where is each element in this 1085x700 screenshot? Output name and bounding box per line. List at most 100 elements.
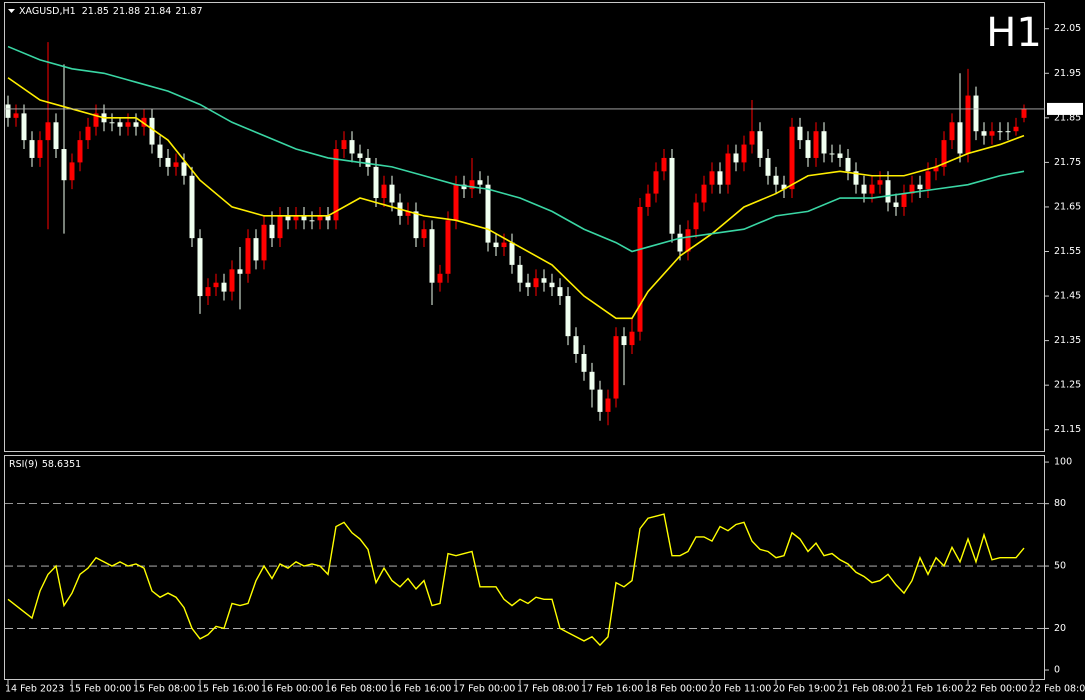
candle-body xyxy=(525,282,531,288)
x-tick-label: 20 Feb 19:00 xyxy=(773,684,835,695)
candle-body xyxy=(461,184,467,190)
candle-body xyxy=(565,296,571,337)
candle-body xyxy=(901,193,907,207)
candle-body xyxy=(21,113,27,141)
candle-body xyxy=(605,398,611,412)
symbol: XAGUSD,H1 xyxy=(19,6,76,17)
symbol-header: XAGUSD,H1 21.85 21.88 21.84 21.87 xyxy=(19,6,203,17)
candle-body xyxy=(37,140,43,158)
candle-body xyxy=(709,171,715,185)
candle-body xyxy=(469,180,475,190)
y-tick-label: 21.85 xyxy=(1054,112,1081,123)
candle-body xyxy=(53,122,59,150)
y-tick-label: 21.95 xyxy=(1054,68,1081,79)
rsi-title: RSI(9) xyxy=(9,459,38,470)
y-tick-label: 20 xyxy=(1054,623,1066,634)
rsi-panel-frame xyxy=(4,455,1045,680)
candle-body xyxy=(93,113,99,127)
candle-body xyxy=(205,287,211,297)
y-tick-label: 50 xyxy=(1054,561,1066,572)
x-tick-label: 17 Feb 16:00 xyxy=(581,684,643,695)
candle-body xyxy=(925,171,931,190)
rsi-line xyxy=(7,513,1025,647)
candle-body xyxy=(421,229,427,239)
candle-body xyxy=(669,157,675,234)
candle-body xyxy=(1005,131,1011,133)
candle-body xyxy=(869,184,875,194)
candle-body xyxy=(549,282,555,288)
candle-body xyxy=(301,215,307,221)
candle-body xyxy=(261,224,267,261)
candle-body xyxy=(741,144,747,163)
candle-body xyxy=(285,215,291,221)
candle-body xyxy=(845,157,851,172)
current-price-label: 21.87 xyxy=(1052,103,1079,114)
timeframe-label: H1 xyxy=(986,10,1042,56)
candle-body xyxy=(909,184,915,194)
candle-body xyxy=(389,184,395,203)
candle-body xyxy=(365,157,371,167)
current-price-box xyxy=(1047,102,1083,115)
candle-body xyxy=(989,131,995,136)
y-tick-label: 21.45 xyxy=(1054,291,1081,302)
candle-body xyxy=(189,175,195,239)
y-tick-label: 100 xyxy=(1054,457,1072,468)
x-tick-label: 21 Feb 08:00 xyxy=(837,684,899,695)
candle-body xyxy=(677,233,683,252)
candle-body xyxy=(541,278,547,283)
candle-body xyxy=(85,126,91,141)
candle-body xyxy=(277,215,283,239)
candle-body xyxy=(533,278,539,288)
candle-body xyxy=(837,153,843,158)
candle-body xyxy=(645,193,651,207)
candle-body xyxy=(893,202,899,207)
candle-body xyxy=(757,131,763,158)
candle-body xyxy=(885,180,891,203)
candle-body xyxy=(221,282,227,292)
y-tick-label: 21.25 xyxy=(1054,380,1081,391)
candle-body xyxy=(197,238,203,297)
candle-body xyxy=(773,175,779,185)
candle-body xyxy=(501,242,507,248)
candle-body xyxy=(125,122,131,127)
candle-body xyxy=(997,131,1003,133)
x-tick-label: 15 Feb 08:00 xyxy=(133,684,195,695)
x-tick-label: 16 Feb 08:00 xyxy=(325,684,387,695)
candle-body xyxy=(621,336,627,346)
candle-body xyxy=(661,157,667,172)
last-open: 21.85 xyxy=(82,6,109,17)
candle-body xyxy=(877,180,883,185)
x-tick-label: 18 Feb 00:00 xyxy=(645,684,707,695)
candle-body xyxy=(485,184,491,243)
candle-body xyxy=(413,211,419,239)
candle-body xyxy=(229,269,235,292)
last-high: 21.88 xyxy=(113,6,140,17)
moving-average xyxy=(7,77,1025,320)
candle-body xyxy=(445,220,451,274)
last-low: 21.84 xyxy=(144,6,171,17)
candle-body xyxy=(717,171,723,185)
candle-body xyxy=(949,122,955,141)
candle-body xyxy=(693,202,699,230)
candle-body xyxy=(981,131,987,136)
y-tick-label: 21.75 xyxy=(1054,157,1081,168)
candle-body xyxy=(29,140,35,158)
candle-body xyxy=(941,140,947,167)
y-tick-label: 22.05 xyxy=(1054,23,1081,34)
menu-triangle xyxy=(8,9,15,13)
candle-body xyxy=(453,184,459,221)
candle-body xyxy=(1021,108,1027,118)
candle-body xyxy=(117,122,123,127)
candle-body xyxy=(701,184,707,203)
candle-body xyxy=(733,153,739,163)
candle-body xyxy=(797,126,803,141)
candle-body xyxy=(821,131,827,154)
candle-body xyxy=(245,238,251,274)
candle-body xyxy=(765,157,771,176)
candle-body xyxy=(293,215,299,221)
x-tick-label: 14 Feb 2023 xyxy=(5,684,64,695)
candle-body xyxy=(5,104,11,118)
candle-body xyxy=(813,131,819,158)
candle-body xyxy=(509,242,515,265)
